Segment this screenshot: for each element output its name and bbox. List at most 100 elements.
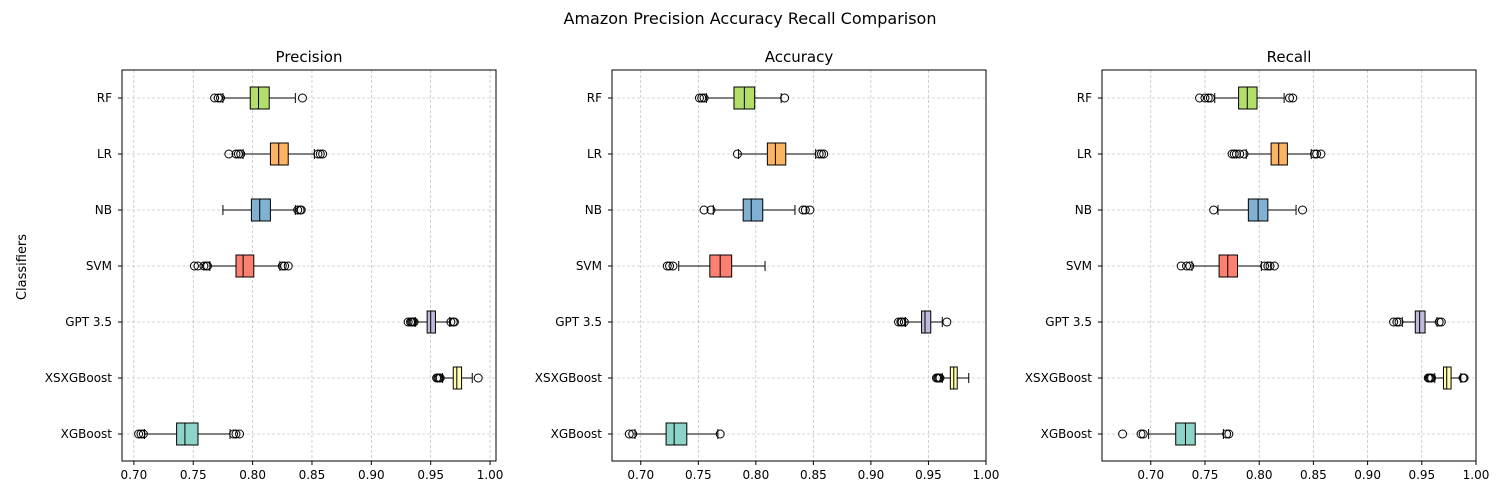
flier-point	[819, 149, 829, 159]
y-axis-label: Classifiers	[15, 234, 30, 300]
flier-point	[1176, 261, 1186, 271]
flier-point	[277, 261, 287, 271]
flier-point	[231, 149, 241, 159]
flier-point	[449, 317, 459, 327]
flier-point	[210, 93, 220, 103]
y-tick-label: NB	[1075, 203, 1092, 217]
flier-point	[1288, 93, 1298, 103]
flier-point	[202, 261, 212, 271]
y-tick-label: LR	[97, 147, 112, 161]
y-tick-label: SVM	[1066, 259, 1092, 273]
flier-point	[1436, 317, 1446, 327]
box-iqr	[709, 254, 733, 278]
flier-point	[1309, 149, 1319, 159]
x-tick-label: 0.90	[1354, 468, 1381, 482]
flier-point	[899, 317, 909, 327]
y-tick-label: RF	[587, 91, 602, 105]
y-tick-label: XSXGBoost	[535, 371, 603, 385]
chart-panels: 0.70 0.75 0.80 0.85 0.90 0.95 1.00 XGBoost XSXGB…	[45, 48, 1490, 482]
y-tick-label: GPT 3.5	[1045, 315, 1092, 329]
box-iqr	[1218, 254, 1239, 278]
x-tick-label: 0.95	[915, 468, 942, 482]
x-tick-label: 0.85	[1300, 468, 1327, 482]
flier-point	[233, 149, 243, 159]
flier-point	[1209, 205, 1219, 215]
flier-point	[1434, 317, 1444, 327]
flier-point	[1298, 205, 1308, 215]
flier-point	[1392, 317, 1402, 327]
panel-precision: 0.70 0.75 0.80 0.85 0.90 0.95 1.00 XGBoost XSXGB…	[45, 48, 504, 482]
y-tick-label: NB	[585, 203, 602, 217]
box-gpt-3-5	[403, 310, 459, 334]
flier-point	[1222, 429, 1232, 439]
flier-point	[280, 261, 290, 271]
flier-point	[1200, 93, 1210, 103]
y-tick-label: GPT 3.5	[555, 315, 602, 329]
flier-point	[1224, 429, 1234, 439]
flier-point	[189, 261, 199, 271]
x-tick-label: 0.90	[858, 468, 885, 482]
flier-point	[662, 261, 672, 271]
box-rf	[1195, 86, 1298, 110]
box-gpt-3-5	[1389, 310, 1446, 334]
flier-point	[318, 149, 328, 159]
panel-recall: 0.70 0.75 0.80 0.85 0.90 0.95 1.00 XGBoost XSXGB…	[1025, 48, 1490, 482]
x-tick-label: 0.90	[358, 468, 385, 482]
box-xsxgboost	[1423, 366, 1469, 390]
x-tick-label: 0.70	[627, 468, 654, 482]
flier-point	[1285, 93, 1295, 103]
flier-point	[805, 205, 815, 215]
flier-point	[694, 93, 704, 103]
x-tick-label: 0.75	[1192, 468, 1219, 482]
box-lr	[732, 142, 829, 166]
figure-suptitle: Amazon Precision Accuracy Recall Compari…	[564, 9, 937, 28]
flier-point	[199, 261, 209, 271]
box-iqr	[921, 310, 932, 334]
box-xgboost	[1118, 422, 1234, 446]
y-tick-label: XGBoost	[61, 427, 113, 441]
box-iqr	[1238, 86, 1258, 110]
x-tick-label: 0.95	[1408, 468, 1435, 482]
flier-point	[224, 149, 234, 159]
flier-point	[136, 429, 146, 439]
flier-point	[231, 429, 241, 439]
box-gpt-3-5	[894, 310, 952, 334]
flier-point	[1459, 373, 1469, 383]
box-lr	[1227, 142, 1326, 166]
box-svm	[662, 254, 766, 278]
y-tick-label: SVM	[86, 259, 112, 273]
flier-point	[706, 205, 716, 215]
y-tick-label: XSXGBoost	[45, 371, 113, 385]
box-iqr	[1414, 310, 1426, 334]
x-tick-label: 0.75	[685, 468, 712, 482]
box-iqr	[250, 198, 271, 222]
x-tick-label: 0.75	[180, 468, 207, 482]
x-tick-label: 1.00	[973, 468, 1000, 482]
panel-title: Accuracy	[765, 48, 834, 66]
flier-point	[1205, 93, 1215, 103]
box-iqr	[235, 254, 255, 278]
x-tick-label: 1.00	[477, 468, 504, 482]
box-svm	[189, 254, 293, 278]
x-tick-label: 0.80	[742, 468, 769, 482]
flier-point	[1389, 317, 1399, 327]
x-tick-label: 0.95	[417, 468, 444, 482]
box-iqr	[766, 142, 787, 166]
flier-point	[1136, 429, 1146, 439]
flier-point	[628, 429, 638, 439]
flier-point	[1118, 429, 1128, 439]
box-iqr	[269, 142, 289, 166]
flier-point	[1239, 149, 1249, 159]
y-tick-label: XGBoost	[1041, 427, 1093, 441]
box-xsxgboost	[932, 366, 970, 390]
flier-point	[1316, 149, 1326, 159]
box-iqr	[742, 198, 764, 222]
flier-point	[216, 93, 226, 103]
flier-point	[942, 317, 952, 327]
flier-point	[1263, 261, 1273, 271]
box-iqr	[452, 366, 463, 390]
box-nb	[699, 198, 815, 222]
box-iqr	[176, 422, 199, 446]
flier-point	[315, 149, 325, 159]
